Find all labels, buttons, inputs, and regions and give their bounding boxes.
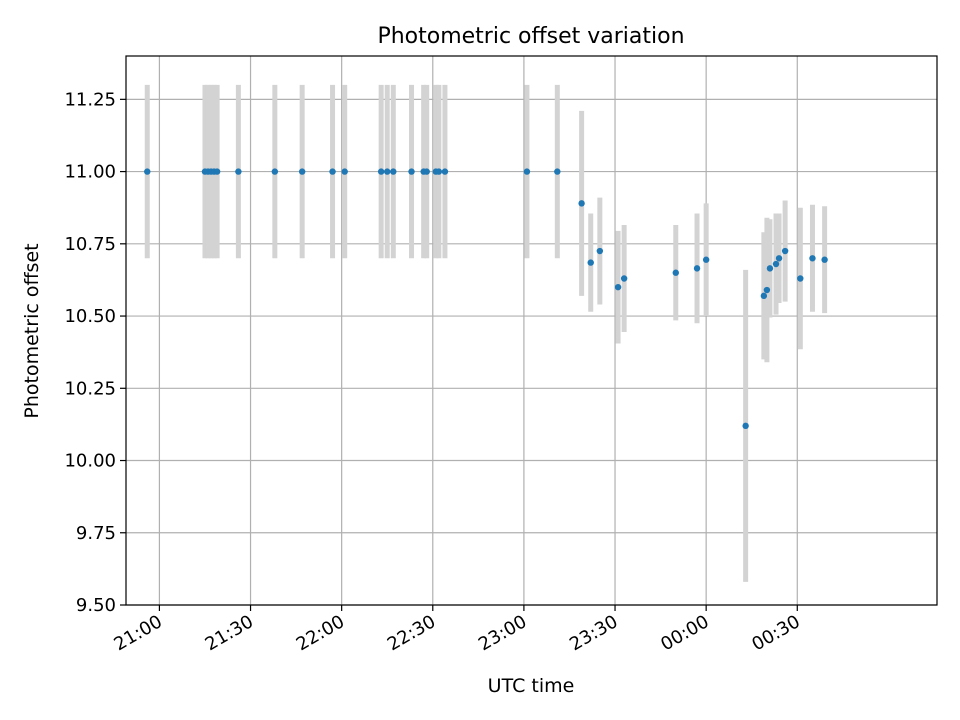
data-points (144, 168, 828, 430)
y-axis-label: Photometric offset (21, 243, 43, 418)
y-tick-label: 10.00 (64, 451, 116, 472)
data-point (766, 265, 774, 272)
y-axis-ticks: 9.50 9.75 10.00 10.25 10.50 10.75 11.00 11.25 (64, 89, 126, 616)
y-tick-label: 11.25 (64, 89, 116, 110)
data-point (672, 269, 679, 276)
data-point (742, 422, 749, 430)
data-point (760, 292, 768, 300)
data-point (554, 168, 561, 175)
y-tick-label: 9.50 (76, 595, 116, 616)
plot-frame (125, 55, 938, 606)
data-point (423, 168, 430, 175)
data-point (772, 260, 780, 268)
data-point (213, 168, 221, 175)
data-point (271, 168, 279, 175)
data-point (144, 168, 151, 175)
data-point (614, 283, 622, 291)
y-tick-label: 10.50 (64, 306, 116, 327)
data-point (620, 275, 628, 282)
data-point (341, 168, 348, 175)
data-point (408, 168, 415, 175)
data-point (587, 259, 594, 266)
data-point (390, 168, 397, 175)
data-point (377, 168, 385, 175)
data-point (384, 168, 391, 175)
data-point (235, 168, 242, 175)
y-tick-label: 10.75 (64, 234, 116, 255)
data-point (523, 168, 531, 175)
data-point (702, 256, 710, 263)
y-tick-label: 11.00 (64, 162, 116, 183)
data-point (578, 200, 585, 207)
data-point (441, 168, 449, 175)
data-point (763, 286, 771, 294)
data-point (797, 275, 804, 282)
chart-title: Photometric offset variation (377, 24, 684, 49)
y-tick-label: 10.25 (64, 378, 116, 399)
data-point (435, 168, 443, 175)
data-point (821, 256, 828, 263)
data-point (809, 255, 816, 262)
data-point (298, 168, 306, 175)
y-tick-label: 9.75 (76, 523, 116, 544)
data-point (596, 247, 604, 255)
data-point (781, 247, 789, 255)
data-point (329, 168, 336, 175)
data-point (775, 255, 783, 262)
x-axis-label: UTC time (488, 675, 575, 697)
data-point (693, 265, 701, 272)
